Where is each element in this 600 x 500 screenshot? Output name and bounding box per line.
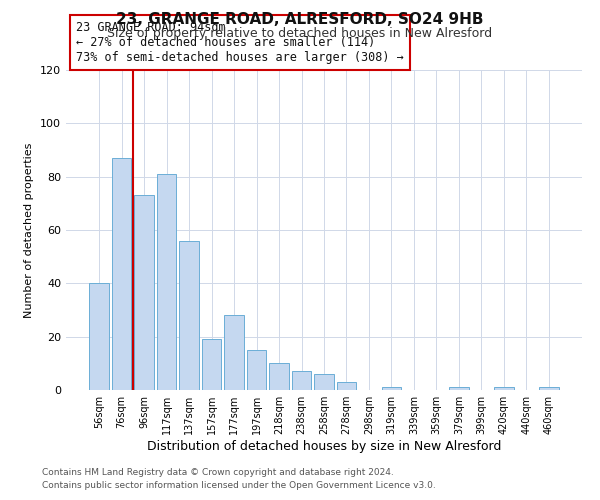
Text: 23 GRANGE ROAD: 94sqm
← 27% of detached houses are smaller (114)
73% of semi-det: 23 GRANGE ROAD: 94sqm ← 27% of detached … (76, 20, 404, 64)
Bar (449, 388, 469, 390)
Bar (179, 240, 199, 390)
Bar (89, 284, 109, 390)
Bar (269, 364, 289, 390)
Text: Size of property relative to detached houses in New Alresford: Size of property relative to detached ho… (107, 28, 493, 40)
Bar (337, 382, 356, 390)
Text: Contains HM Land Registry data © Crown copyright and database right 2024.
Contai: Contains HM Land Registry data © Crown c… (42, 468, 436, 490)
Bar (292, 372, 311, 390)
Bar (157, 174, 176, 390)
Bar (224, 316, 244, 390)
Bar (247, 350, 266, 390)
Text: 23, GRANGE ROAD, ALRESFORD, SO24 9HB: 23, GRANGE ROAD, ALRESFORD, SO24 9HB (116, 12, 484, 28)
Bar (494, 388, 514, 390)
Bar (539, 388, 559, 390)
Bar (202, 340, 221, 390)
Bar (134, 196, 154, 390)
Y-axis label: Number of detached properties: Number of detached properties (25, 142, 34, 318)
Bar (112, 158, 131, 390)
Bar (382, 388, 401, 390)
Bar (314, 374, 334, 390)
X-axis label: Distribution of detached houses by size in New Alresford: Distribution of detached houses by size … (147, 440, 501, 453)
